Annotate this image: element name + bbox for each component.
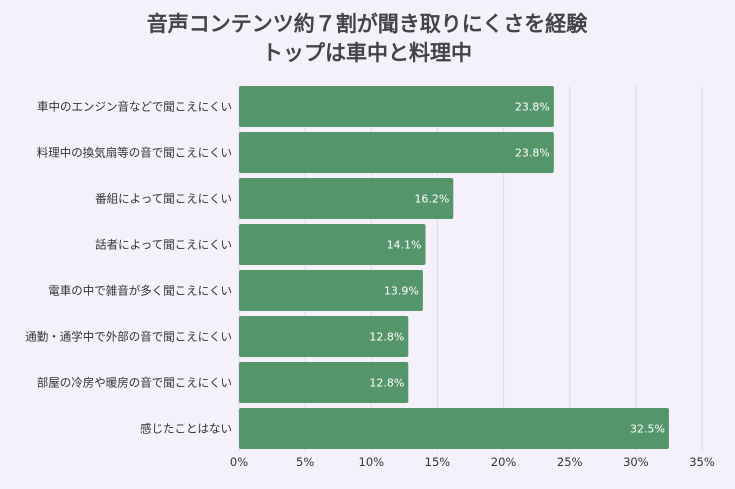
category-label: 車中のエンジン音などで聞こえにくい	[37, 100, 232, 114]
bar	[239, 132, 554, 173]
bar-value-label: 12.8%	[369, 331, 404, 344]
x-tick-label: 25%	[557, 455, 583, 469]
bar-value-label: 12.8%	[369, 377, 404, 390]
x-tick-label: 15%	[425, 455, 451, 469]
bar-value-label: 32.5%	[630, 423, 665, 436]
chart-subtitle: トップは車中と料理中	[262, 41, 472, 65]
bar-value-label: 13.9%	[384, 285, 419, 298]
bar-value-label: 14.1%	[387, 239, 422, 252]
category-label: 話者によって聞こえにくい	[95, 238, 232, 252]
bar-value-label: 16.2%	[414, 193, 449, 206]
category-label: 部屋の冷房や暖房の音で聞こえにくい	[37, 376, 232, 390]
x-tick-label: 30%	[623, 455, 649, 469]
bar	[239, 224, 426, 265]
bar	[239, 362, 409, 403]
category-label: 番組によって聞こえにくい	[95, 192, 232, 206]
bar	[239, 316, 409, 357]
x-tick-label: 0%	[230, 455, 248, 469]
x-tick-label: 5%	[296, 455, 314, 469]
bar	[239, 270, 423, 311]
x-tick-label: 35%	[689, 455, 715, 469]
x-tick-label: 10%	[359, 455, 385, 469]
x-tick-label: 20%	[491, 455, 517, 469]
category-label: 料理中の換気扇等の音で聞こえにくい	[37, 146, 232, 160]
x-axis-ticks: 0% 5% 10% 15% 20% 25% 30% 35%	[230, 455, 715, 469]
bars: 23.8% 23.8% 16.2% 14.1% 13.9% 12.8% 12.8% 32.5%	[239, 86, 669, 449]
bar	[239, 86, 554, 127]
bar-value-label: 23.8%	[515, 147, 550, 160]
category-label: 感じたことはない	[140, 422, 232, 436]
category-label: 通勤・通学中で外部の音で聞こえにくい	[25, 330, 232, 344]
chart-title: 音声コンテンツ約７割が聞き取りにくさを経験	[147, 12, 589, 36]
bar	[239, 408, 669, 449]
category-labels: 車中のエンジン音などで聞こえにくい料理中の換気扇等の音で聞こえにくい番組によって…	[25, 100, 232, 436]
bar	[239, 178, 454, 219]
category-label: 電車の中で雑音が多く聞こえにくい	[48, 284, 232, 298]
bar-value-label: 23.8%	[515, 101, 550, 114]
